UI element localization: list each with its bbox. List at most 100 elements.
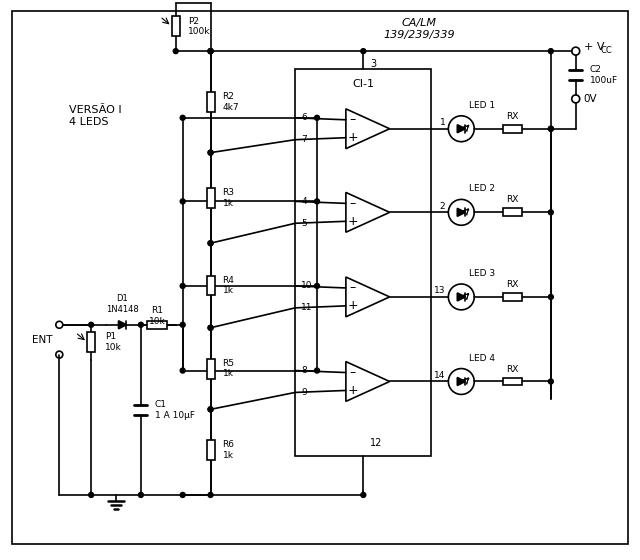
Text: 8: 8 <box>301 366 307 375</box>
Circle shape <box>208 49 213 54</box>
Text: 9: 9 <box>301 388 307 397</box>
Text: 1: 1 <box>440 118 445 127</box>
Bar <box>295 69 431 456</box>
Circle shape <box>548 210 554 215</box>
Text: 12: 12 <box>371 438 383 448</box>
Circle shape <box>89 323 93 327</box>
Text: 2: 2 <box>440 202 445 211</box>
Text: + V: + V <box>584 42 604 52</box>
Text: –: – <box>349 282 356 295</box>
Bar <box>502 293 522 301</box>
Circle shape <box>208 150 213 155</box>
Circle shape <box>361 492 366 497</box>
Circle shape <box>180 199 185 204</box>
Text: R5
1k: R5 1k <box>223 359 234 378</box>
Polygon shape <box>458 125 465 133</box>
Text: VERSÃO I
4 LEDS: VERSÃO I 4 LEDS <box>69 105 122 127</box>
Circle shape <box>208 150 213 155</box>
Text: C1
1 A 10μF: C1 1 A 10μF <box>155 400 195 419</box>
Polygon shape <box>458 293 465 301</box>
Text: 6: 6 <box>301 113 307 122</box>
Bar <box>87 332 95 352</box>
Circle shape <box>180 492 185 497</box>
Text: +: + <box>348 215 358 228</box>
Circle shape <box>208 407 213 412</box>
Bar <box>207 92 214 112</box>
Text: RX: RX <box>506 195 519 204</box>
Text: P2
100k: P2 100k <box>188 17 210 36</box>
Text: –: – <box>349 197 356 210</box>
Bar <box>172 16 180 36</box>
Polygon shape <box>118 321 127 329</box>
Text: 13: 13 <box>434 287 445 296</box>
Circle shape <box>208 325 213 330</box>
Circle shape <box>208 492 213 497</box>
Bar <box>207 276 214 296</box>
Bar <box>207 440 214 460</box>
Text: 10: 10 <box>301 282 312 291</box>
Text: 7: 7 <box>301 135 307 144</box>
Bar <box>502 377 522 385</box>
Text: +: + <box>348 300 358 312</box>
Circle shape <box>548 126 554 131</box>
Circle shape <box>208 325 213 330</box>
Circle shape <box>180 115 185 120</box>
Text: 0V: 0V <box>584 94 597 104</box>
Circle shape <box>361 49 366 54</box>
Circle shape <box>138 323 143 327</box>
Bar <box>147 321 167 329</box>
Circle shape <box>548 126 554 131</box>
Text: LED 4: LED 4 <box>469 353 495 362</box>
Text: RX: RX <box>506 280 519 289</box>
Bar <box>502 208 522 216</box>
Text: 4: 4 <box>301 197 307 206</box>
Circle shape <box>208 49 213 54</box>
Text: LED 1: LED 1 <box>469 101 495 110</box>
Text: LED 2: LED 2 <box>469 184 495 193</box>
Text: R3
1k: R3 1k <box>223 188 234 208</box>
Text: LED 3: LED 3 <box>469 269 495 278</box>
Text: D1
1N4148: D1 1N4148 <box>106 295 139 314</box>
Text: RX: RX <box>506 365 519 374</box>
Text: RX: RX <box>506 112 519 121</box>
Circle shape <box>180 368 185 373</box>
Text: R6
1k: R6 1k <box>223 441 234 460</box>
Circle shape <box>548 49 554 54</box>
Text: C2
100uF: C2 100uF <box>589 66 618 85</box>
Circle shape <box>173 49 178 54</box>
Circle shape <box>548 379 554 384</box>
Text: +: + <box>348 131 358 144</box>
Text: P1
10k: P1 10k <box>105 333 122 352</box>
Bar <box>207 358 214 379</box>
Circle shape <box>314 368 319 373</box>
Text: 11: 11 <box>301 304 312 312</box>
Text: R2
4k7: R2 4k7 <box>223 92 239 111</box>
Bar <box>502 125 522 133</box>
Bar <box>207 188 214 208</box>
Circle shape <box>314 283 319 288</box>
Text: R1
10k: R1 10k <box>149 306 166 325</box>
Text: R4
1k: R4 1k <box>223 276 234 295</box>
Text: 14: 14 <box>434 371 445 380</box>
Text: CI-1: CI-1 <box>352 79 374 89</box>
Circle shape <box>548 295 554 300</box>
Polygon shape <box>458 377 465 385</box>
Text: –: – <box>349 113 356 127</box>
Circle shape <box>208 241 213 246</box>
Text: –: – <box>349 366 356 379</box>
Circle shape <box>89 492 93 497</box>
Text: 3: 3 <box>371 59 376 69</box>
Text: CA/LM
139/239/339: CA/LM 139/239/339 <box>384 18 455 40</box>
Text: +: + <box>348 384 358 397</box>
Text: 5: 5 <box>301 219 307 228</box>
Circle shape <box>314 115 319 120</box>
Circle shape <box>180 283 185 288</box>
Text: CC: CC <box>600 46 612 55</box>
Circle shape <box>314 199 319 204</box>
Text: ENT: ENT <box>32 335 52 345</box>
Circle shape <box>138 492 143 497</box>
Circle shape <box>208 241 213 246</box>
Circle shape <box>180 323 185 327</box>
Circle shape <box>208 407 213 412</box>
Polygon shape <box>458 208 465 216</box>
